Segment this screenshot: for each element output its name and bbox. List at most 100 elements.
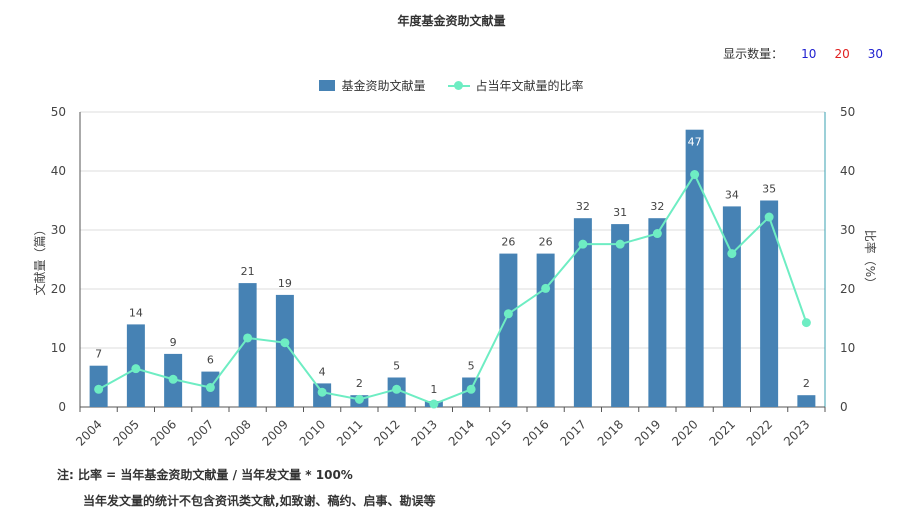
- chart-legend: 基金资助文献量 占当年文献量的比率: [0, 77, 903, 94]
- display-count-label: 显示数量：: [723, 47, 784, 61]
- bar: [275, 294, 294, 407]
- bar-value-label: 32: [576, 200, 590, 213]
- bar: [238, 283, 257, 407]
- bar-value-label: 2: [356, 377, 363, 390]
- y-left-axis-title: 文献量（篇）: [32, 223, 47, 295]
- ratio-point: [392, 384, 402, 394]
- display-count-option-20[interactable]: 20: [834, 46, 850, 61]
- ratio-point: [429, 399, 439, 409]
- y-left-tick-label: 50: [51, 105, 66, 119]
- bar-value-label: 19: [278, 277, 292, 290]
- note-exclusion: 当年发文量的统计不包含资讯类文献,如致谢、稿约、启事、勘误等: [83, 494, 436, 508]
- ratio-point: [354, 394, 364, 404]
- bar: [611, 224, 630, 407]
- x-tick-label: 2020: [669, 417, 700, 448]
- bar: [685, 129, 704, 407]
- x-tick-label: 2010: [297, 417, 328, 448]
- x-tick-label: 2017: [557, 417, 588, 448]
- y-right-tick-label: 0: [840, 400, 848, 414]
- bar-value-label: 2: [803, 377, 810, 390]
- display-count-option-30[interactable]: 30: [867, 46, 883, 61]
- y-right-tick-label: 50: [840, 105, 855, 119]
- bar: [499, 253, 518, 407]
- ratio-point: [541, 283, 551, 293]
- y-right-tick-label: 30: [840, 223, 855, 237]
- y-left-tick-label: 10: [51, 341, 66, 355]
- x-tick-label: 2012: [371, 417, 402, 448]
- bar: [760, 200, 779, 407]
- ratio-line: [98, 172, 808, 406]
- x-tick-label: 2013: [408, 417, 439, 448]
- ratio-point: [243, 333, 253, 343]
- x-tick-label: 2005: [110, 417, 141, 448]
- bar-value-label: 32: [650, 200, 664, 213]
- bar-value-label: 7: [95, 348, 102, 361]
- x-tick-label: 2022: [744, 417, 775, 448]
- ratio-point: [466, 384, 476, 394]
- ratio-point: [280, 338, 290, 348]
- ratio-point: [652, 229, 662, 239]
- legend-line-swatch: [447, 80, 470, 91]
- legend-line-label: 占当年文献量的比率: [475, 79, 584, 93]
- x-tick-label: 2018: [595, 417, 626, 448]
- x-tick-label: 2021: [706, 417, 737, 448]
- x-tick-label: 2007: [185, 417, 216, 448]
- ratio-point: [578, 239, 588, 249]
- bar-value-label: 26: [539, 236, 553, 249]
- x-tick-label: 2015: [483, 417, 514, 448]
- ratio-point: [317, 387, 327, 397]
- y-left-tick-label: 20: [51, 282, 66, 296]
- bar-value-label: 14: [129, 306, 143, 319]
- bar-value-label: 4: [319, 365, 326, 378]
- ratio-point: [690, 170, 700, 180]
- ratio-point: [205, 383, 215, 393]
- y-right-tick-label: 10: [840, 341, 855, 355]
- y-right-tick-label: 20: [840, 282, 855, 296]
- bar-value-label: 5: [393, 360, 400, 373]
- legend-item-line-series[interactable]: 占当年文献量的比率: [447, 77, 584, 94]
- bar-value-label: 47: [688, 136, 702, 149]
- bar: [573, 218, 592, 407]
- bar: [797, 395, 816, 407]
- chart-title: 年度基金资助文献量: [397, 14, 506, 28]
- ratio-point: [503, 309, 513, 319]
- legend-bar-label: 基金资助文献量: [341, 79, 426, 93]
- y-right-axis-title: 比率（%）: [863, 230, 878, 289]
- bar-value-label: 26: [501, 236, 515, 249]
- bar-value-label: 31: [613, 206, 627, 219]
- bar-value-label: 6: [207, 354, 214, 367]
- ratio-point: [727, 249, 737, 259]
- ratio-point: [764, 212, 774, 222]
- y-left-tick-label: 0: [58, 400, 66, 414]
- bar: [648, 218, 667, 407]
- y-left-tick-label: 40: [51, 164, 66, 178]
- bar: [536, 253, 555, 407]
- bar: [722, 206, 741, 407]
- x-tick-label: 2011: [334, 417, 365, 448]
- ratio-point: [94, 384, 104, 394]
- bar-value-label: 1: [430, 383, 437, 396]
- y-left-tick-label: 30: [51, 223, 66, 237]
- x-tick-label: 2009: [259, 417, 290, 448]
- x-tick-label: 2023: [781, 417, 812, 448]
- ratio-point: [168, 374, 178, 384]
- ratio-point: [131, 364, 141, 374]
- x-tick-label: 2016: [520, 417, 551, 448]
- x-tick-label: 2004: [73, 417, 104, 448]
- bar-value-label: 5: [468, 360, 475, 373]
- x-tick-label: 2008: [222, 417, 253, 448]
- display-count-option-10[interactable]: 10: [801, 46, 817, 61]
- bar-value-label: 21: [241, 265, 255, 278]
- note-ratio-formula: 注: 比率 = 当年基金资助文献量 / 当年发文量 * 100%: [57, 468, 353, 482]
- x-tick-label: 2014: [446, 417, 477, 448]
- bar-value-label: 34: [725, 188, 739, 201]
- y-right-tick-label: 40: [840, 164, 855, 178]
- ratio-point: [615, 239, 625, 249]
- legend-bar-swatch: [319, 80, 336, 91]
- x-tick-label: 2006: [148, 417, 179, 448]
- bar-value-label: 9: [170, 336, 177, 349]
- chart-notes: 注: 比率 = 当年基金资助文献量 / 当年发文量 * 100% 当年发文量的统…: [57, 466, 436, 509]
- legend-item-bar-series[interactable]: 基金资助文献量: [319, 77, 426, 94]
- ratio-point: [801, 318, 811, 328]
